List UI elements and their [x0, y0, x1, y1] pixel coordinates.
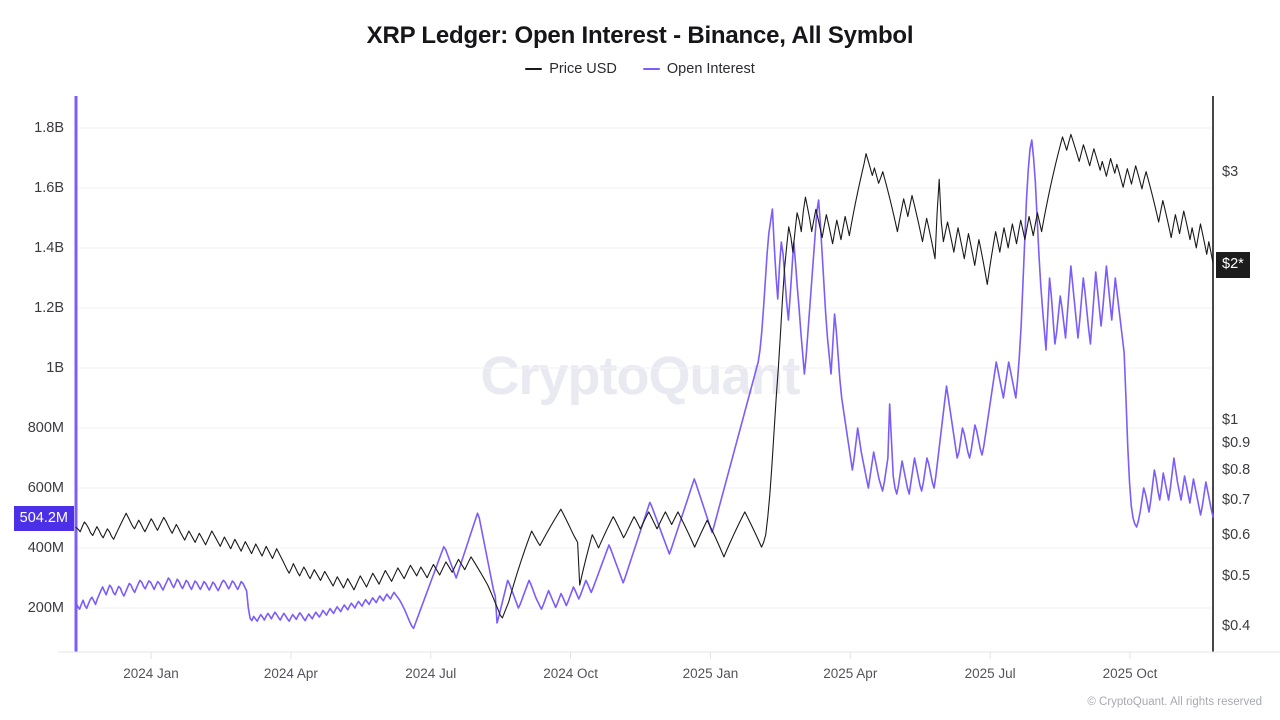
y-axis-left-tick: 1B: [46, 360, 64, 376]
legend-label-open-interest: Open Interest: [666, 61, 755, 77]
y-axis-right-tick: $0.5: [1222, 567, 1251, 584]
x-axis-tick: 2024 Jul: [405, 666, 457, 681]
y-axis-right-tick: $0.7: [1222, 491, 1251, 508]
legend-label-price-usd: Price USD: [549, 61, 617, 77]
y-axis-right-tick: $1: [1222, 411, 1239, 428]
series-line-price-usd: [75, 133, 1214, 619]
x-axis-tick: 2025 Jan: [682, 666, 739, 681]
y-axis-right-tick: $0.4: [1222, 618, 1251, 635]
y-axis-left-tick: 200M: [27, 600, 64, 616]
legend-swatch-open-interest: [642, 68, 660, 71]
series-line-open-interest: [75, 139, 1214, 630]
legend-item-price-usd[interactable]: Price USD: [525, 62, 617, 77]
y-axis-left-tick: 1.8B: [34, 120, 64, 136]
page-title: XRP Ledger: Open Interest - Binance, All…: [366, 22, 914, 49]
y-axis-left-tick: 400M: [27, 540, 64, 556]
y-axis-right-tick: $0.8: [1222, 461, 1251, 478]
y-axis-left-tick: 1.4B: [34, 240, 64, 256]
x-axis-tick: 2024 Apr: [263, 666, 318, 681]
x-axis-tick: 2024 Jan: [123, 666, 179, 681]
footer-credit: © CryptoQuant. All rights reserved: [1087, 696, 1262, 708]
y-axis-left-tick: 600M: [27, 480, 64, 496]
y-axis-right-tick: $0.9: [1222, 435, 1251, 452]
x-axis-tick: 2025 Oct: [1102, 666, 1158, 681]
x-axis-tick: 2025 Jul: [964, 666, 1016, 681]
legend-item-open-interest[interactable]: Open Interest: [642, 61, 755, 77]
y-axis-left-tick: 1.6B: [34, 180, 64, 196]
watermark: CryptoQuant: [480, 346, 801, 406]
y-axis-left-tick: 1.2B: [34, 300, 64, 316]
y-axis-right-tick: $0.6: [1222, 526, 1251, 543]
x-axis-tick: 2024 Oct: [543, 666, 598, 681]
y-axis-right-tick: $3: [1222, 163, 1239, 180]
legend-swatch-price-usd: [525, 68, 543, 71]
x-axis-tick: 2025 Apr: [823, 666, 878, 681]
y-axis-left-tick: 800M: [27, 420, 64, 436]
y-axis-right-highlight-badge: $2*: [1216, 252, 1250, 278]
y-axis-left-highlight-badge: 504.2M: [13, 505, 74, 532]
gridlines: [76, 127, 1213, 609]
chart-legend: Price USD Open Interest: [0, 62, 1280, 77]
axis-lines: [58, 96, 1280, 659]
